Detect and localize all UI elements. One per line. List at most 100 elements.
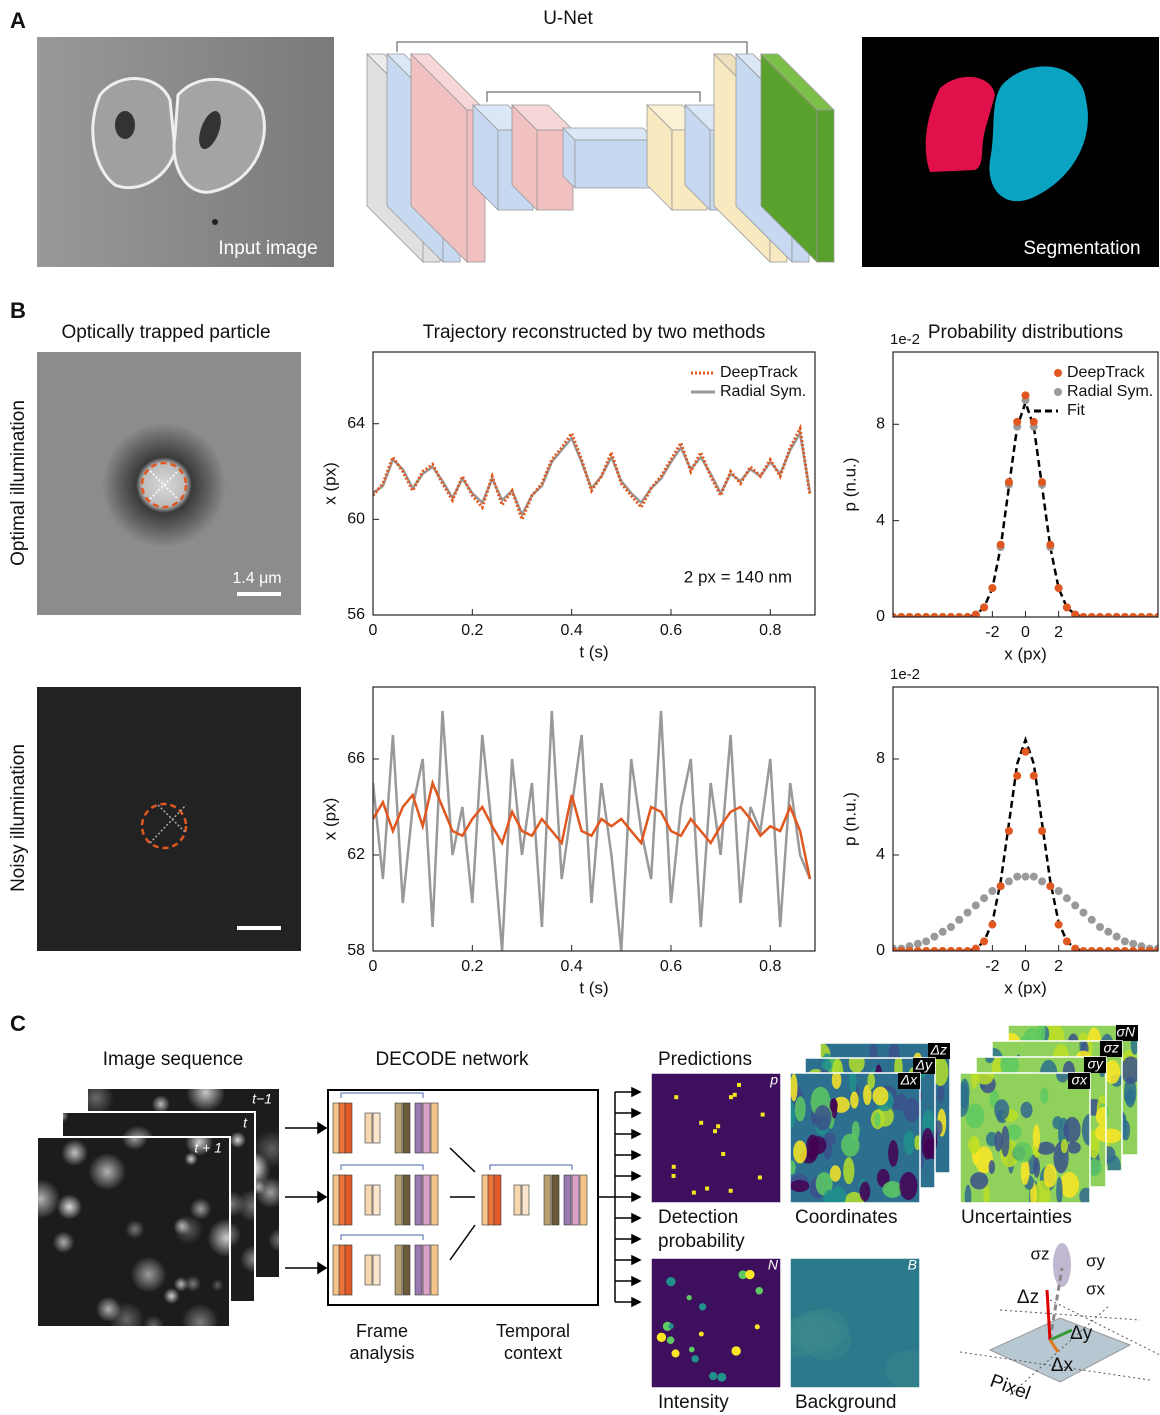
- net-layer: [395, 1245, 402, 1295]
- data-point: [1013, 418, 1021, 426]
- output-arrow: [615, 1109, 640, 1117]
- map-tag: Δy: [915, 1057, 933, 1073]
- data-point: [980, 603, 988, 611]
- debris: [212, 219, 218, 225]
- column-title: Optically trapped particle: [61, 322, 270, 343]
- data-point: [997, 541, 1005, 549]
- layer-front: [575, 140, 655, 188]
- chart: Probability distributions-202048x (px)p …: [840, 322, 1160, 663]
- map-blob: [1038, 1018, 1046, 1043]
- net-layer: [403, 1175, 410, 1225]
- chart-title: Probability distributions: [928, 322, 1123, 343]
- y-tick-label: 8: [876, 415, 885, 432]
- data-point: [1022, 391, 1030, 399]
- map-blob: [873, 1087, 889, 1106]
- map-blob: [921, 1128, 933, 1160]
- map-blob: [822, 1059, 832, 1072]
- legend-label: DeepTrack: [1067, 364, 1146, 381]
- map-dot: [717, 1373, 726, 1382]
- net-layer: [373, 1185, 380, 1215]
- legend-label: Radial Sym.: [720, 383, 806, 400]
- data-line: [893, 740, 1158, 951]
- data-point: [1038, 877, 1046, 885]
- data-point: [1022, 873, 1030, 881]
- emitter: [125, 1220, 144, 1239]
- map-tag: N: [768, 1257, 779, 1273]
- data-point: [1038, 478, 1046, 486]
- image-label: Segmentation: [1023, 238, 1140, 259]
- net-layer: [431, 1103, 438, 1153]
- data-point: [1005, 478, 1013, 486]
- y-axis-label: p (n.u.): [840, 792, 859, 846]
- plot-area: [889, 740, 1160, 955]
- net-layer: [365, 1255, 372, 1285]
- stage-label: Temporal: [496, 1321, 570, 1341]
- map-dot: [666, 1277, 675, 1286]
- map-dot: [699, 1121, 703, 1125]
- plot-area: [373, 429, 810, 520]
- map-blob: [882, 1181, 902, 1198]
- pixel-label: Δy: [1070, 1323, 1093, 1344]
- map-label: Intensity: [658, 1392, 729, 1413]
- section-title: DECODE network: [375, 1049, 529, 1070]
- net-layer: [345, 1103, 352, 1153]
- map-blob: [888, 1140, 898, 1167]
- output-arrow: [615, 1172, 640, 1180]
- data-point: [939, 928, 947, 936]
- map-dot: [729, 1189, 733, 1193]
- y-tick-label: 62: [347, 846, 365, 863]
- x-tick-label: 0.6: [660, 958, 682, 975]
- map-tag: σN: [1116, 1024, 1135, 1040]
- pixel-label: Pixel: [987, 1371, 1033, 1405]
- prediction-map: [651, 1258, 781, 1388]
- emitter: [88, 1153, 126, 1191]
- x-tick-label: 0.4: [561, 622, 583, 639]
- map-blob: [1067, 1142, 1081, 1154]
- sequence-frame: [20, 1124, 246, 1341]
- particle: [102, 423, 226, 547]
- data-point: [1038, 827, 1046, 835]
- map-blob: [899, 1172, 917, 1200]
- y-tick-label: 64: [347, 415, 365, 432]
- y-tick-label: 4: [876, 512, 885, 529]
- y-tick-label: 56: [347, 606, 365, 623]
- map-dot: [699, 1332, 704, 1337]
- data-point: [1071, 901, 1079, 909]
- panel-label: C: [10, 1011, 26, 1036]
- map-dot: [668, 1324, 673, 1329]
- map-blob: [1040, 1087, 1048, 1104]
- map-dot: [687, 1295, 692, 1300]
- map-blob: [1001, 1126, 1009, 1157]
- map-blob: [960, 1079, 970, 1105]
- chart-title: Trajectory reconstructed by two methods: [423, 322, 766, 343]
- net-layer: [572, 1175, 579, 1225]
- plot-area: [373, 711, 810, 951]
- data-point: [980, 937, 988, 945]
- emitter: [190, 1198, 212, 1220]
- map-label: Uncertainties: [961, 1207, 1072, 1228]
- x-tick-label: 0.8: [759, 958, 781, 975]
- chart: -202048x (px)p (n.u.)1e-2: [840, 666, 1160, 998]
- prediction-map: [651, 1073, 781, 1203]
- map-tag: Δz: [930, 1042, 947, 1058]
- output-arrow: [615, 1235, 640, 1243]
- net-layer: [395, 1103, 402, 1153]
- x-tick-label: 0.2: [461, 958, 483, 975]
- map-dot: [709, 1372, 717, 1380]
- x-tick-label: -2: [985, 624, 999, 641]
- stage-label: context: [504, 1343, 562, 1363]
- net-layer: [431, 1245, 438, 1295]
- emitter: [61, 1139, 88, 1166]
- map-tag: σz: [1104, 1040, 1119, 1056]
- data-point: [988, 921, 996, 929]
- map-label: Coordinates: [795, 1207, 897, 1228]
- map-dot: [674, 1095, 678, 1099]
- prediction-map: [774, 1258, 936, 1390]
- net-layer: [494, 1175, 501, 1225]
- x-tick-label: 0: [1021, 958, 1030, 975]
- figure: t−1tt + 1pΔzΔyΔxσNσzσyσxNB Trajectory re…: [0, 0, 1160, 1415]
- data-point: [1022, 748, 1030, 756]
- map-blob: [1061, 1139, 1068, 1153]
- map-dot: [758, 1175, 762, 1179]
